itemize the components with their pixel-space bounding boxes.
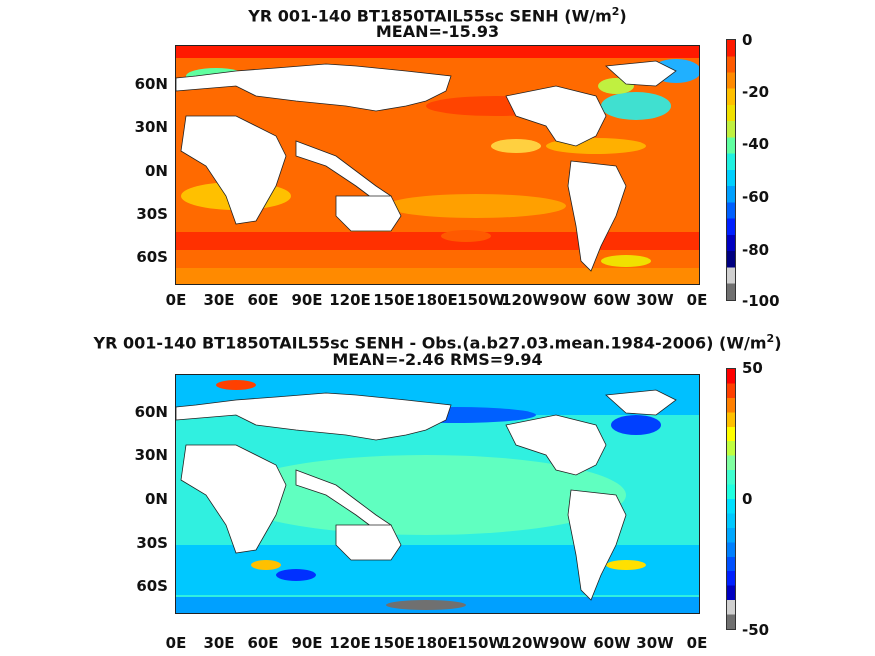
panel1-lon-tick: 90W bbox=[549, 291, 587, 309]
panel1-mean: MEAN=-15.93 bbox=[375, 22, 500, 41]
panel2-patch bbox=[251, 560, 281, 570]
panel1-lon-tick: 0E bbox=[686, 291, 708, 309]
panel2-lat-tick: 60S bbox=[136, 577, 168, 595]
panel1-colorbar-tick: -100 bbox=[742, 292, 780, 310]
panel2-land bbox=[176, 389, 677, 601]
panel1-map-svg bbox=[176, 46, 699, 284]
panel1-colorbar bbox=[726, 39, 736, 301]
panel1-title-sup: 2 bbox=[611, 5, 620, 18]
panel2-lon-tick: 30E bbox=[203, 634, 235, 652]
panel2-patch bbox=[606, 560, 646, 570]
panel1-antarctic-band bbox=[176, 268, 699, 284]
panel1-lon-tick: 150W bbox=[457, 291, 505, 309]
panel1-lon-tick: 60W bbox=[593, 291, 631, 309]
panel1-colorbar-tick: -40 bbox=[742, 135, 770, 153]
panel2-map bbox=[175, 374, 700, 614]
panel1-lon-tick: 120E bbox=[329, 291, 371, 309]
panel2-patch bbox=[386, 600, 466, 610]
panel1-colorbar-tick: 0 bbox=[742, 31, 753, 49]
panel2-lat-tick: 30N bbox=[134, 446, 168, 464]
panel2-lat-tick: 60N bbox=[134, 403, 168, 421]
panel1-lat-tick: 30N bbox=[134, 118, 168, 136]
panel2-lon-tick: 90E bbox=[291, 634, 323, 652]
panel1-patch bbox=[441, 230, 491, 242]
panel1-southern-band bbox=[176, 232, 699, 250]
panel2-lon-tick: 30W bbox=[636, 634, 674, 652]
panel1-lon-tick: 30E bbox=[203, 291, 235, 309]
panel2-lon-tick: 150E bbox=[373, 634, 415, 652]
panel1-colorbar-tick: -80 bbox=[742, 241, 770, 259]
panel1-arctic-band bbox=[176, 46, 699, 58]
panel1-patch bbox=[491, 139, 541, 153]
panel1-title: YR 001-140 BT1850TAIL55sc SENH (W/m2) bbox=[0, 2, 875, 25]
panel1-colorbar-tick: -60 bbox=[742, 188, 770, 206]
panel1-lat-tick: 60S bbox=[136, 248, 168, 266]
panel2-patch bbox=[226, 455, 626, 535]
panel2-lon-tick: 0E bbox=[165, 634, 187, 652]
panel1-title-close: ) bbox=[619, 6, 627, 26]
panel1-lat-tick: 0N bbox=[145, 162, 168, 180]
panel2-lon-tick: 60W bbox=[593, 634, 631, 652]
panel1-patch bbox=[601, 255, 651, 267]
panel2-south-band bbox=[176, 545, 699, 595]
panel1-lon-tick: 90E bbox=[291, 291, 323, 309]
panel1-lon-tick: 180E bbox=[416, 291, 458, 309]
panel2-colorbar-tick: 0 bbox=[742, 490, 753, 508]
panel1-map bbox=[175, 45, 700, 285]
panel1-lat-tick: 60N bbox=[134, 75, 168, 93]
panel1-colorbar-tick: -20 bbox=[742, 83, 770, 101]
panel2-lon-tick: 120E bbox=[329, 634, 371, 652]
panel2-title-text: YR 001-140 BT1850TAIL55sc SENH - Obs.(a.… bbox=[93, 333, 767, 353]
panel2-patch bbox=[611, 415, 661, 435]
panel2-title-sup: 2 bbox=[766, 332, 775, 345]
panel1-land bbox=[176, 60, 677, 272]
panel2-title-close: ) bbox=[774, 333, 782, 353]
panel2-lon-tick: 180E bbox=[416, 634, 458, 652]
panel2-colorbar bbox=[726, 368, 736, 630]
panel2-map-svg bbox=[176, 375, 699, 613]
panel2-lon-tick: 120W bbox=[501, 634, 549, 652]
panel2-lon-tick: 60E bbox=[247, 634, 279, 652]
panel1-lat-tick: 30S bbox=[136, 205, 168, 223]
panel1-lon-tick: 0E bbox=[165, 291, 187, 309]
panel2-mean-rms: MEAN=-2.46 RMS=9.94 bbox=[332, 350, 543, 369]
panel2-lat-tick: 0N bbox=[145, 490, 168, 508]
panel2-colorbar-tick: 50 bbox=[742, 359, 763, 377]
panel2-lon-tick: 90W bbox=[549, 634, 587, 652]
panel1-lon-tick: 30W bbox=[636, 291, 674, 309]
panel2-lat-tick: 30S bbox=[136, 534, 168, 552]
panel2-colorbar-tick: -50 bbox=[742, 621, 770, 639]
panel1-lon-tick: 120W bbox=[501, 291, 549, 309]
panel2-lon-tick: 0E bbox=[686, 634, 708, 652]
panel2-title: YR 001-140 BT1850TAIL55sc SENH - Obs.(a.… bbox=[0, 329, 875, 352]
panel2-patch bbox=[276, 569, 316, 581]
panel1-patch bbox=[386, 194, 566, 218]
panel1-title-text: YR 001-140 BT1850TAIL55sc SENH (W/m bbox=[248, 6, 612, 26]
panel1-lon-tick: 60E bbox=[247, 291, 279, 309]
panel1-lon-tick: 150E bbox=[373, 291, 415, 309]
panel2-lon-tick: 150W bbox=[457, 634, 505, 652]
panel2-patch bbox=[216, 380, 256, 390]
panel1-patch bbox=[601, 92, 671, 120]
